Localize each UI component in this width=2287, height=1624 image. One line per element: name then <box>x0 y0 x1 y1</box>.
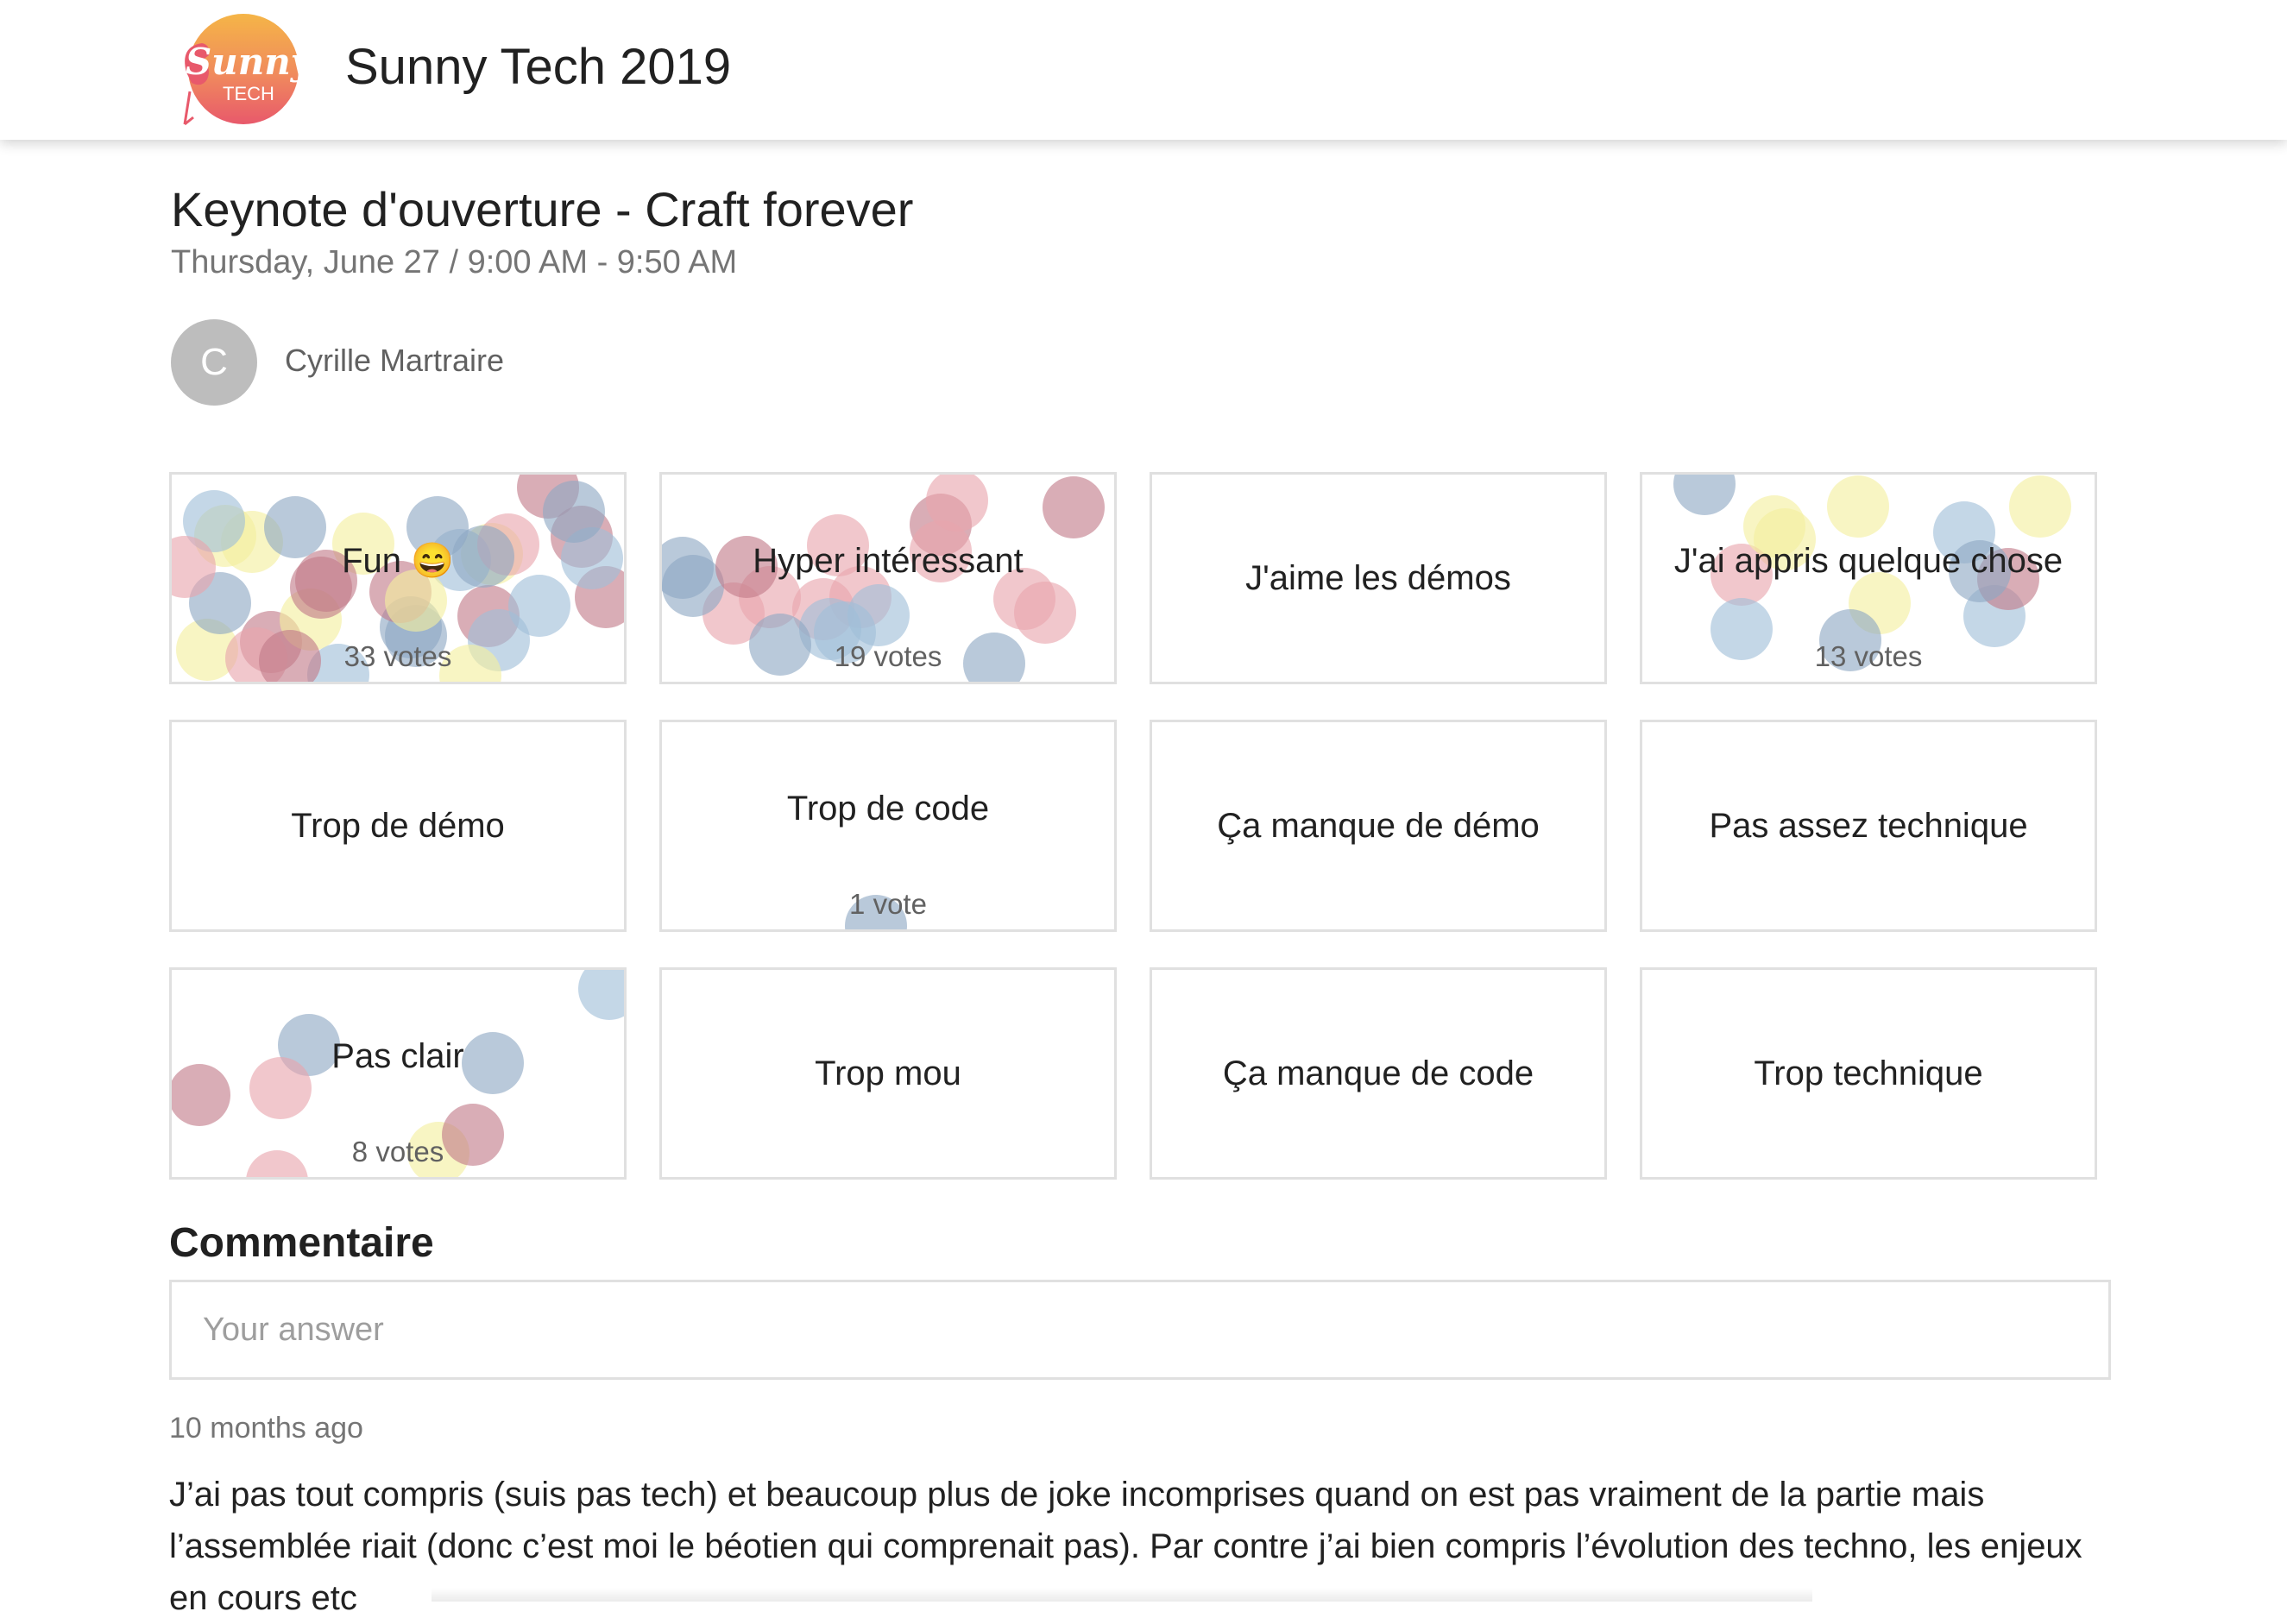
vote-bubble <box>749 614 811 676</box>
feedback-label: Hyper intéressant <box>753 542 1024 580</box>
feedback-option[interactable]: Hyper intéressant 19 votes <box>659 472 1117 684</box>
vote-bubble <box>847 584 910 646</box>
vote-bubble <box>295 550 357 612</box>
feedback-label: Pas assez technique <box>1709 807 2028 845</box>
vote-bubble <box>172 1064 230 1126</box>
vote-bubble <box>259 630 321 682</box>
feedback-label: Trop technique <box>1754 1054 1983 1092</box>
logo-text: Sunny <box>186 41 300 83</box>
feedback-option[interactable]: Trop de démo <box>169 720 627 932</box>
talk-time: Thursday, June 27 / 9:00 AM - 9:50 AM <box>171 244 738 280</box>
feedback-option[interactable]: J'ai appris quelque chose 13 votes <box>1640 472 2097 684</box>
vote-bubble <box>1043 476 1105 538</box>
vote-count: 19 votes <box>834 640 942 672</box>
vote-bubble <box>1819 609 1881 671</box>
vote-bubble <box>264 496 326 558</box>
scroll-shadow <box>432 1588 1812 1602</box>
vote-bubble <box>1743 495 1805 557</box>
vote-bubble <box>462 1032 524 1094</box>
vote-bubble <box>1949 540 2011 602</box>
avatar-initial: C <box>200 341 228 383</box>
feedback-label: J'aime les démos <box>1245 559 1511 597</box>
vote-count: 33 votes <box>343 640 452 672</box>
vote-bubble <box>442 1104 504 1166</box>
comment-timestamp: 10 months ago <box>169 1412 363 1445</box>
talk-title: Keynote d'ouverture - Craft forever <box>171 182 914 236</box>
feedback-option[interactable]: Trop mou <box>659 967 1117 1180</box>
vote-bubble <box>1014 582 1076 644</box>
feedback-label: Ça manque de code <box>1222 1054 1534 1092</box>
comment-heading: Commentaire <box>169 1220 434 1266</box>
vote-bubble <box>1827 475 1889 538</box>
speaker-avatar[interactable]: C <box>171 319 257 406</box>
vote-bubble <box>662 537 714 599</box>
vote-count: 13 votes <box>1814 640 1923 672</box>
feedback-label: Fun 😄 <box>342 542 454 580</box>
feedback-option[interactable]: J'aime les démos <box>1150 472 1607 684</box>
vote-bubble <box>963 633 1025 682</box>
speaker-name[interactable]: Cyrille Martraire <box>285 343 505 378</box>
comment-text: J’ai pas tout compris (suis pas tech) et… <box>169 1476 2082 1617</box>
feedback-option[interactable]: Trop technique <box>1640 967 2097 1180</box>
feedback-grid: Fun 😄 33 votes Hyper intéressant 19 votes … <box>169 472 2098 1180</box>
feedback-option[interactable]: Fun 😄 33 votes <box>169 472 627 684</box>
vote-bubble <box>715 536 778 598</box>
feedback-label: Trop de démo <box>291 807 505 845</box>
vote-bubble <box>1711 598 1773 660</box>
vote-count: 8 votes <box>351 1136 444 1168</box>
vote-bubble <box>385 570 447 632</box>
feedback-label: Trop de code <box>786 790 990 828</box>
vote-bubble <box>910 520 972 582</box>
feedback-option[interactable]: Pas assez technique <box>1640 720 2097 932</box>
feedback-option[interactable]: Ça manque de code <box>1150 967 1607 1180</box>
sunny-tech-logo[interactable]: Sunny TECH <box>169 12 314 131</box>
feedback-label: J'ai appris quelque chose <box>1673 542 2063 580</box>
feedback-option[interactable]: Ça manque de démo <box>1150 720 1607 932</box>
vote-bubble <box>452 526 514 588</box>
feedback-label: Pas clair <box>331 1037 464 1075</box>
app-header: Sunny TECH Sunny Tech 2019 <box>0 0 2287 140</box>
answer-input[interactable] <box>169 1280 2111 1380</box>
vote-bubble <box>543 481 605 543</box>
feedback-option[interactable]: Trop de code 1 vote <box>659 720 1117 932</box>
feedback-label: Ça manque de démo <box>1217 807 1540 845</box>
feedback-option[interactable]: Pas clair 8 votes <box>169 967 627 1180</box>
vote-bubble <box>2009 475 2071 538</box>
vote-count: 1 vote <box>849 888 927 920</box>
logo-subtext: TECH <box>223 83 274 104</box>
app-title: Sunny Tech 2019 <box>345 39 732 95</box>
vote-bubble <box>249 1057 312 1119</box>
feedback-label: Trop mou <box>815 1054 961 1092</box>
